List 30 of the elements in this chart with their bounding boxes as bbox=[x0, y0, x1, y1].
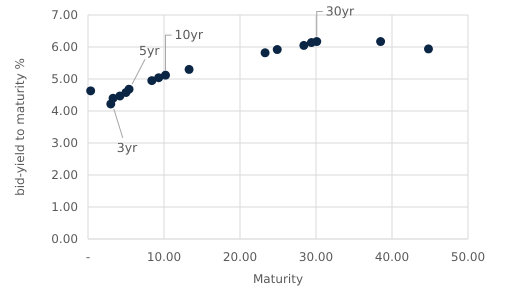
point bbox=[86, 86, 96, 96]
x-tick-label: 20.00 bbox=[222, 250, 258, 264]
point bbox=[161, 70, 170, 80]
y-tick-label: 0.00 bbox=[51, 232, 78, 246]
y-tick-label: 2.00 bbox=[51, 168, 78, 182]
point bbox=[299, 40, 308, 50]
point bbox=[184, 64, 194, 74]
x-tick-label: 50.00 bbox=[450, 250, 486, 264]
point bbox=[272, 45, 282, 54]
point bbox=[124, 84, 134, 94]
x-tick-label: 10.00 bbox=[146, 250, 182, 264]
point bbox=[147, 76, 156, 86]
y-tick-label: 5.00 bbox=[51, 72, 78, 86]
y-tick-label: 1.00 bbox=[51, 200, 78, 214]
y-axis-title: bid-yield to maturity % bbox=[13, 58, 27, 196]
point bbox=[424, 44, 433, 54]
annotation: 5yr bbox=[139, 43, 160, 58]
point bbox=[260, 48, 270, 58]
annotation: 30yr bbox=[326, 4, 356, 19]
x-tick-label: 30.00 bbox=[298, 250, 334, 264]
y-tick-label: 4.00 bbox=[51, 104, 78, 118]
annotation: 10yr bbox=[174, 27, 204, 42]
y-tick-label: 6.00 bbox=[51, 40, 78, 54]
y-tick-label: 7.00 bbox=[51, 8, 78, 22]
x-tick-label: 40.00 bbox=[374, 250, 410, 264]
point bbox=[376, 37, 386, 46]
x-tick-label: - bbox=[86, 250, 90, 264]
annotation: 3yr bbox=[116, 140, 138, 155]
y-tick-label: 3.00 bbox=[51, 136, 78, 150]
x-axis-title: Maturity bbox=[252, 272, 304, 286]
